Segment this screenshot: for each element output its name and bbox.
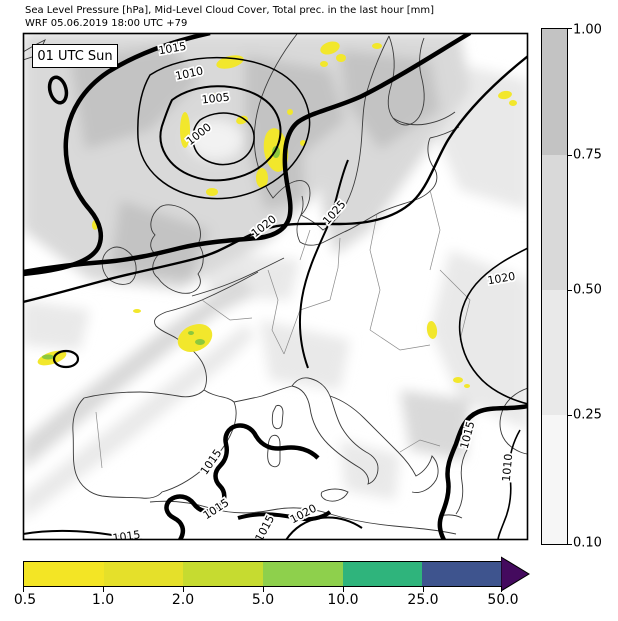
precip-colorbar-tick [343, 586, 344, 592]
cloud-colorbar-label: 0.10 [573, 535, 602, 551]
precip-colorbar-label: 1.0 [91, 592, 115, 608]
pressure-contours-layer [23, 33, 528, 540]
contour-1015-southeast [437, 403, 528, 540]
cloud-clear-eye [187, 120, 243, 160]
figure-title: Sea Level Pressure [hPa], Mid-Level Clou… [25, 4, 434, 30]
title-line-1: Sea Level Pressure [hPa], Mid-Level Clou… [25, 5, 435, 16]
cloud-colorbar-label: 0.25 [573, 407, 602, 423]
precip-cores-layer [42, 146, 280, 360]
contour-1010-southeast [497, 429, 521, 540]
title-line-2: WRF 05.06.2019 18:00 UTC +79 [25, 18, 188, 29]
contour-1025 [299, 159, 349, 369]
contour-label: 1015 [157, 40, 187, 58]
precip-colorbar-arrow [501, 556, 530, 592]
time-label: 01 UTC Sun [37, 48, 113, 64]
cloud-colorbar-label: 0.75 [573, 147, 602, 163]
cloud-colorbar [541, 28, 568, 545]
precip-colorbar-segment [24, 562, 104, 586]
cloud-colorbar-segment [542, 155, 567, 290]
cloud-colorbar-tick [567, 415, 572, 416]
precip-colorbar [23, 561, 503, 587]
precip-colorbar-tick [23, 586, 24, 592]
precip-colorbar-label: 5.0 [251, 592, 275, 608]
precip-colorbar-tick [423, 586, 424, 592]
time-label-box: 01 UTC Sun [32, 44, 118, 68]
contour-1000 [192, 112, 255, 166]
cloud-colorbar-tick [567, 155, 572, 156]
precip-colorbar-label: 10.0 [327, 592, 359, 608]
precip-colorbar-segment [263, 562, 343, 586]
precip-spots-layer [37, 41, 517, 388]
contour-1005 [159, 85, 282, 182]
cloud-colorbar-tick [567, 290, 572, 291]
arrow-shape [501, 556, 530, 592]
precip-colorbar-segment [422, 562, 503, 586]
coastlines-layer [23, 33, 528, 535]
cloud-colorbar-segment [542, 415, 567, 544]
precip-colorbar-label: 0.5 [13, 592, 37, 608]
precip-colorbar-label: 25.0 [407, 592, 439, 608]
precip-colorbar-tick [501, 586, 502, 592]
contour-closed-northwest [47, 75, 69, 105]
borders-layer [95, 189, 471, 469]
cloud-colorbar-segment [542, 290, 567, 415]
precip-colorbar-label: 2.0 [171, 592, 195, 608]
precip-colorbar-segment [342, 562, 423, 586]
contour-1020-south [285, 516, 363, 540]
precip-colorbar-tick [103, 586, 104, 592]
map-frame [22, 32, 529, 541]
cloud-colorbar-label: 1.00 [573, 22, 602, 38]
contour-1015-southwest [164, 423, 320, 540]
contour-1020-east [458, 247, 528, 405]
cloud-colorbar-tick [567, 28, 572, 29]
contour-1020-central [23, 55, 528, 304]
precip-colorbar-tick [183, 586, 184, 592]
cloud-colorbar-segment [542, 29, 567, 155]
contour-1010 [137, 56, 311, 200]
cloud-colorbar-label: 0.50 [573, 282, 602, 298]
contour-label: 1005 [201, 91, 230, 107]
contour-closed-atlantic [52, 349, 80, 369]
precip-colorbar-tick [263, 586, 264, 592]
contour-label: 1015 [201, 496, 232, 522]
precip-colorbar-segment [183, 562, 264, 586]
contour-1015-main [23, 33, 472, 275]
contour-label: 1010 [500, 453, 515, 482]
contour-label: 1015 [112, 528, 142, 545]
contour-1015-west [23, 33, 211, 277]
contour-1015-med [237, 510, 332, 522]
contour-1015-southleft [23, 529, 154, 540]
precip-colorbar-segment [103, 562, 184, 586]
precip-colorbar-label: 50.0 [487, 592, 519, 608]
cloud-colorbar-tick [567, 544, 572, 545]
